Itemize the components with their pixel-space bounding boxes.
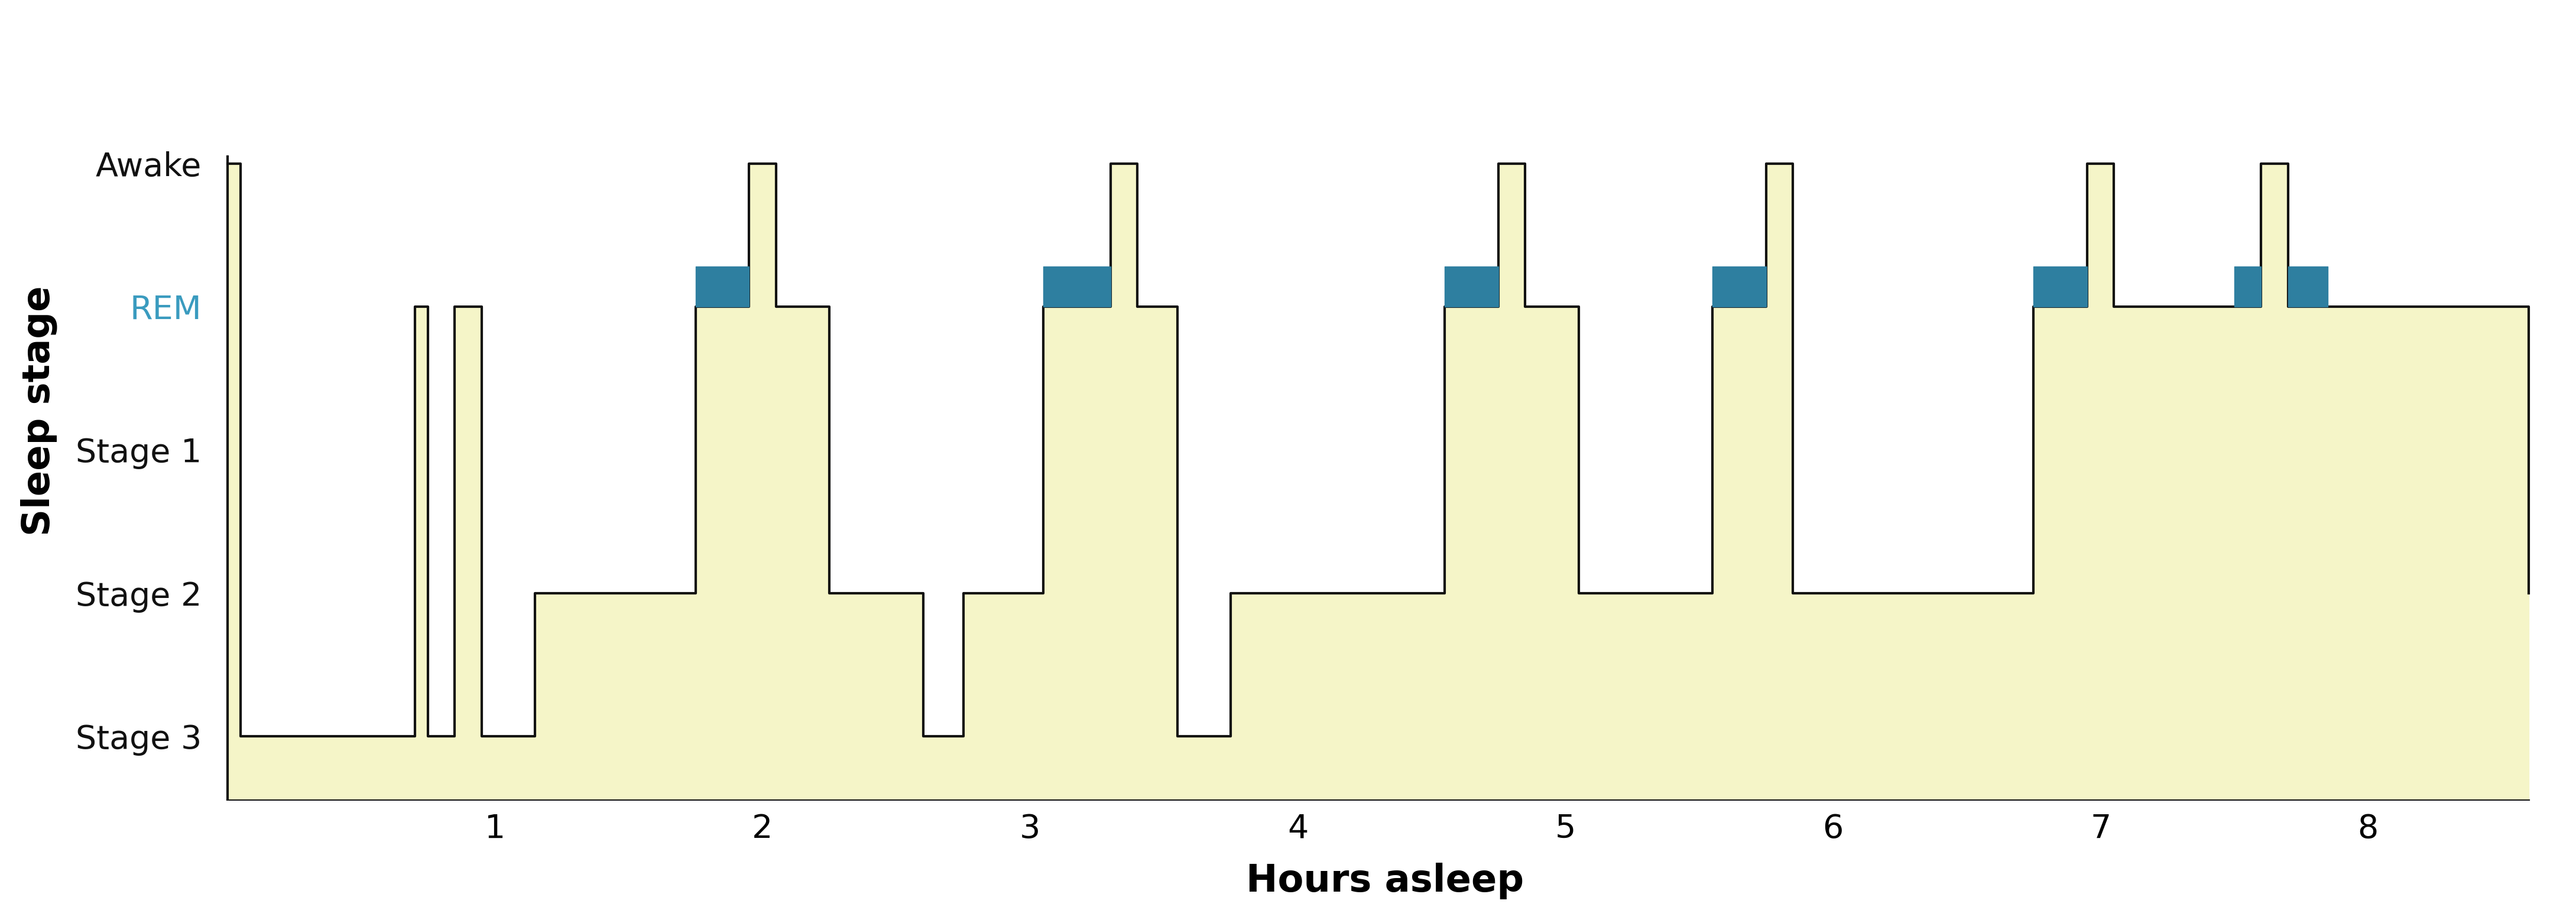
X-axis label: Hours asleep: Hours asleep	[1247, 863, 1522, 900]
Y-axis label: Sleep stage: Sleep stage	[21, 285, 57, 535]
Polygon shape	[227, 164, 2530, 800]
